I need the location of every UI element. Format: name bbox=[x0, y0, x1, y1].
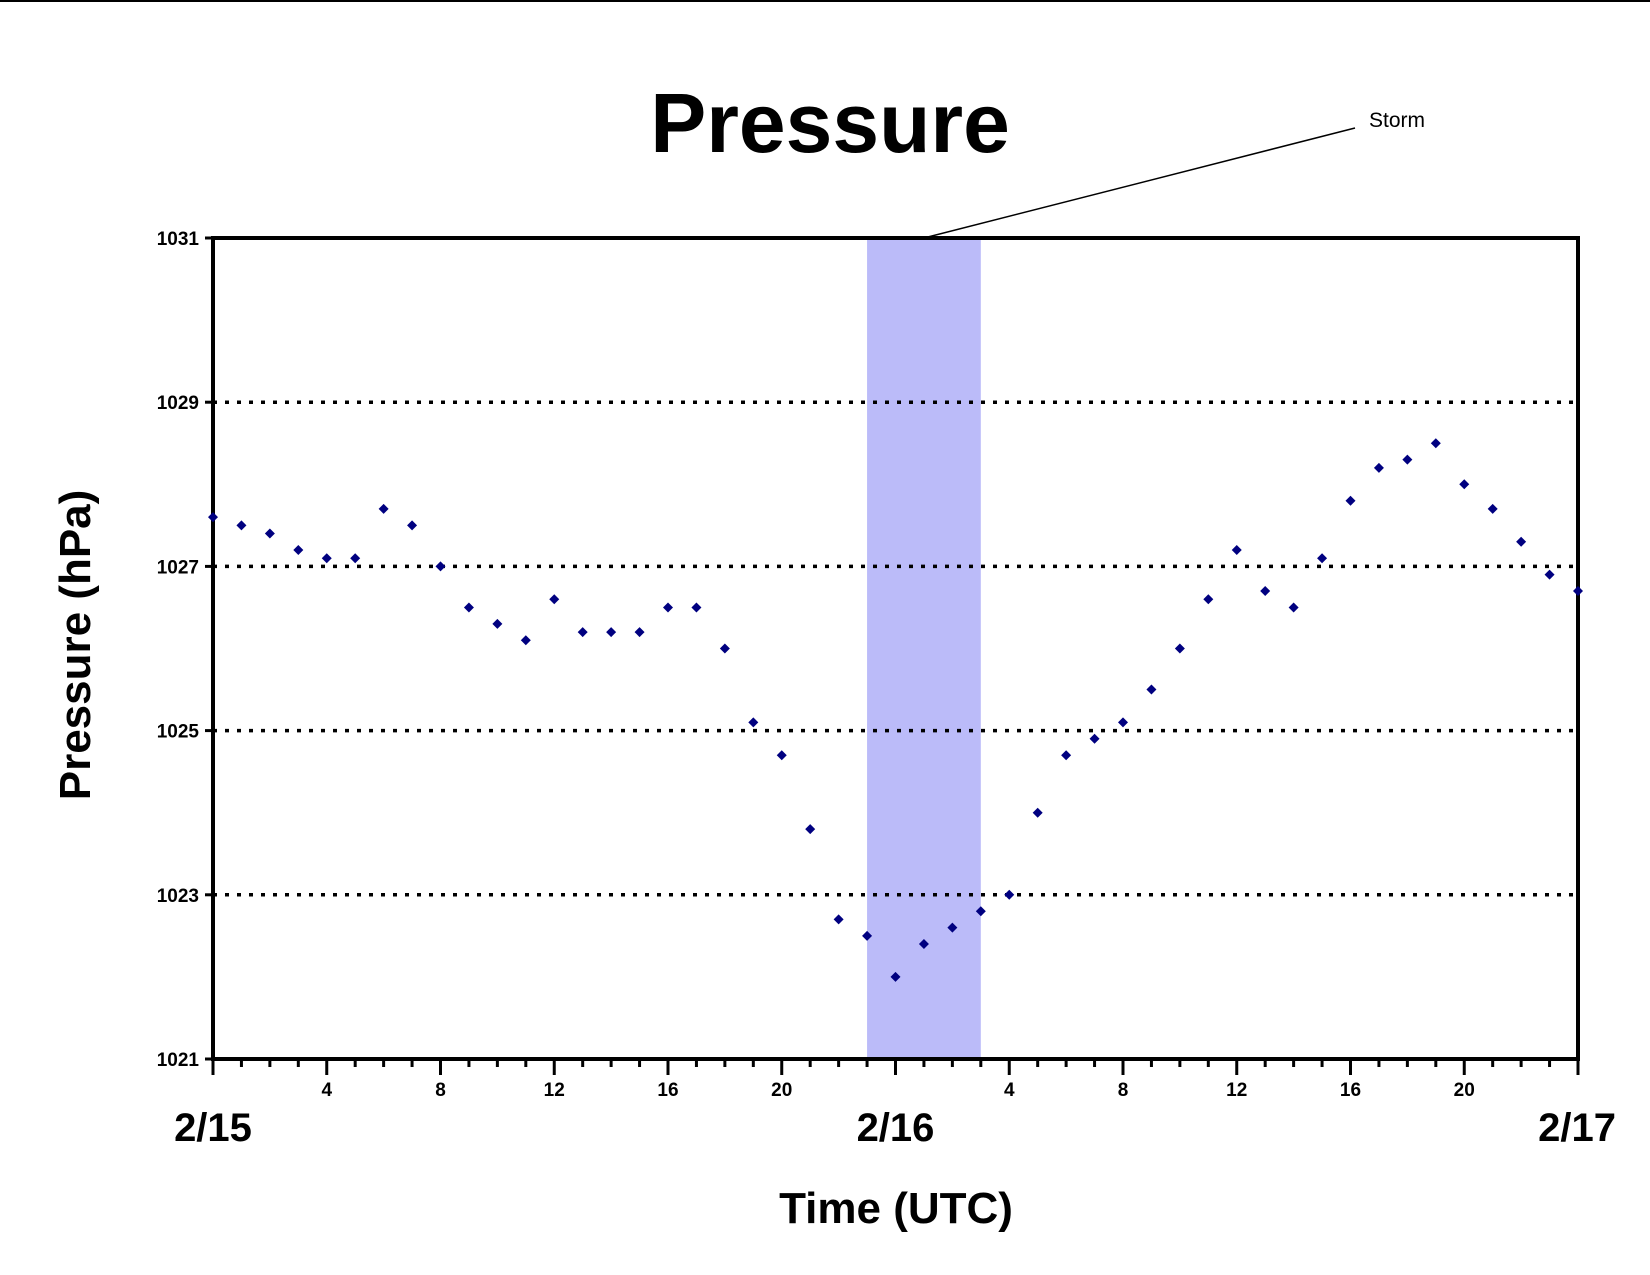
data-point bbox=[1516, 536, 1527, 547]
data-point bbox=[577, 627, 588, 638]
data-point bbox=[805, 824, 816, 835]
x-tick-label: 20 bbox=[1454, 1080, 1475, 1101]
plot-area: 1021 1023 1025 1027 1029 1031 4 8 12 16 20 4 8 12 16 2… bbox=[157, 229, 1616, 1150]
data-point bbox=[1317, 553, 1328, 564]
y-tick-label: 1031 bbox=[157, 229, 200, 250]
data-point bbox=[947, 922, 958, 933]
x-axis-ticks: 4 8 12 16 20 4 8 12 16 20 2/15 2/16 2/17 bbox=[174, 1059, 1616, 1150]
data-points bbox=[208, 438, 1583, 982]
data-point bbox=[236, 520, 247, 531]
x-date-label: 2/17 bbox=[1538, 1106, 1616, 1150]
data-point bbox=[833, 914, 844, 925]
y-axis-title: Pressure (hPa) bbox=[51, 490, 100, 801]
data-point bbox=[1459, 479, 1470, 490]
data-point bbox=[1573, 586, 1583, 597]
data-point bbox=[1118, 717, 1128, 728]
data-point bbox=[634, 627, 645, 638]
y-tick-label: 1021 bbox=[157, 1050, 200, 1071]
y-tick-label: 1027 bbox=[157, 557, 199, 578]
x-tick-label: 16 bbox=[657, 1080, 678, 1101]
data-point bbox=[663, 602, 673, 613]
data-point bbox=[350, 553, 361, 564]
data-point bbox=[1089, 733, 1100, 744]
data-point bbox=[1004, 889, 1015, 900]
data-point bbox=[549, 594, 560, 605]
data-point bbox=[463, 602, 474, 613]
data-point bbox=[435, 561, 446, 572]
data-point bbox=[1061, 750, 1072, 761]
x-tick-label: 16 bbox=[1340, 1080, 1361, 1101]
data-point bbox=[1203, 594, 1214, 605]
data-point bbox=[748, 717, 759, 728]
data-point bbox=[1402, 454, 1413, 465]
data-point bbox=[890, 971, 901, 982]
x-tick-label: 20 bbox=[771, 1080, 792, 1101]
data-point bbox=[1231, 544, 1242, 555]
storm-annotation-label: Storm bbox=[1369, 109, 1425, 132]
data-point bbox=[1487, 503, 1498, 514]
data-point bbox=[264, 528, 275, 539]
data-point bbox=[776, 750, 787, 761]
x-tick-label: 12 bbox=[544, 1080, 565, 1101]
x-date-label: 2/15 bbox=[174, 1106, 252, 1150]
x-axis-title: Time (UTC) bbox=[779, 1184, 1013, 1233]
data-point bbox=[719, 643, 730, 654]
y-axis-ticks: 1021 1023 1025 1027 1029 1031 bbox=[157, 229, 213, 1071]
data-point bbox=[1373, 462, 1384, 473]
data-point bbox=[321, 553, 332, 564]
storm-highlight-band bbox=[867, 238, 981, 1059]
data-point bbox=[862, 930, 873, 941]
data-point bbox=[1288, 602, 1299, 613]
data-point bbox=[1146, 684, 1157, 695]
x-date-label: 2/16 bbox=[857, 1106, 935, 1150]
data-point bbox=[1260, 586, 1271, 597]
data-point bbox=[1032, 807, 1043, 818]
data-point bbox=[520, 635, 531, 646]
data-point bbox=[1430, 438, 1441, 449]
data-point bbox=[407, 520, 418, 531]
x-tick-label: 8 bbox=[1118, 1080, 1129, 1101]
data-point bbox=[293, 544, 304, 555]
data-point bbox=[606, 627, 617, 638]
data-point bbox=[691, 602, 702, 613]
data-point bbox=[918, 939, 929, 950]
data-point bbox=[208, 512, 218, 523]
x-tick-label: 8 bbox=[435, 1080, 446, 1101]
storm-annotation-leader bbox=[923, 127, 1356, 239]
y-tick-label: 1023 bbox=[157, 886, 199, 907]
data-point bbox=[492, 618, 503, 629]
y-tick-label: 1029 bbox=[157, 393, 199, 414]
data-point bbox=[975, 906, 986, 917]
data-point bbox=[1345, 495, 1356, 506]
data-point bbox=[1174, 643, 1185, 654]
x-tick-label: 4 bbox=[1004, 1080, 1015, 1101]
x-tick-label: 12 bbox=[1226, 1080, 1247, 1101]
x-tick-label: 4 bbox=[321, 1080, 332, 1101]
y-tick-label: 1025 bbox=[157, 722, 200, 743]
data-point bbox=[378, 503, 389, 514]
chart-title: Pressure bbox=[650, 76, 1010, 170]
data-point bbox=[1544, 569, 1555, 580]
